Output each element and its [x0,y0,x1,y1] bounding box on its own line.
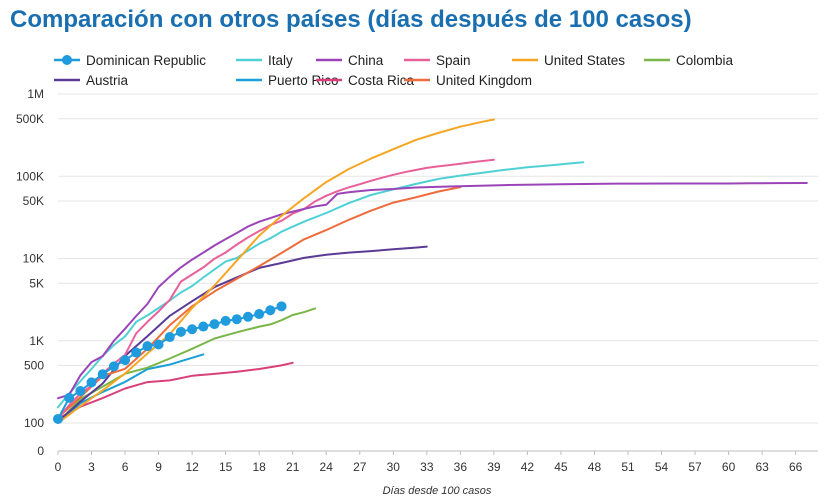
legend-item-spain[interactable]: Spain [404,53,471,68]
data-point [175,326,186,337]
x-tick-label: 6 [122,460,129,474]
data-point [265,305,276,316]
x-tick-label: 54 [655,460,669,474]
x-tick-label: 0 [55,460,62,474]
x-tick-label: 21 [286,460,300,474]
legend-item-china[interactable]: China [316,53,384,68]
data-point [75,385,86,396]
legend-label: Spain [436,53,471,68]
legend-item-united-kingdom[interactable]: United Kingdom [404,73,532,88]
legend-label: Dominican Republic [86,53,206,68]
series-line-colombia [57,307,317,424]
legend-label: United Kingdom [436,73,532,88]
y-tick-label: 5K [29,276,44,290]
data-point [243,311,253,322]
legend-label: Italy [268,53,293,68]
data-point [153,339,164,350]
data-point [187,324,198,335]
chart-title: Comparación con otros países (días despu… [10,6,692,33]
x-tick-label: 45 [554,460,568,474]
legend-item-colombia[interactable]: Colombia [644,53,734,68]
x-tick-label: 24 [320,460,334,474]
series-line-costa-rica [57,361,294,420]
legend-label: Austria [86,73,129,88]
legend-label: China [348,53,384,68]
x-tick-label: 48 [588,460,602,474]
x-axis-label: Días desde 100 casos [383,485,492,497]
x-tick-label: 15 [219,460,233,474]
x-tick-label: 63 [755,460,769,474]
series-line-china [57,182,808,400]
grid-lines [58,93,818,452]
x-tick-label: 12 [185,460,199,474]
data-point [64,392,75,403]
data-point [86,377,97,388]
y-tick-label: 500 [24,359,44,373]
data-point [209,319,220,330]
data-point [142,341,153,352]
legend-label: United States [544,53,625,68]
x-tick-label: 57 [688,460,702,474]
series-line-puerto-rico [57,353,205,424]
legend-item-puerto-rico[interactable]: Puerto Rico [236,73,339,88]
legend: Dominican Republic Italy China Spain United … [54,53,734,88]
y-axis: 0 100 500 1K 5K 10K 50K 100K 500K 1M [16,87,44,458]
x-tick-label: 18 [252,460,266,474]
x-tick-label: 42 [521,460,535,474]
series-line-austria [57,245,428,423]
x-tick-label: 3 [88,460,95,474]
x-tick-label: 66 [789,460,803,474]
y-tick-label: 100K [16,169,44,183]
series-line-united-kingdom [57,186,462,419]
x-tick-label: 60 [722,460,736,474]
data-point [164,332,175,343]
series-line-united-states [57,118,495,424]
legend-item-italy[interactable]: Italy [236,53,293,68]
series-line-spain [57,158,495,420]
x-tick-label: 51 [621,460,635,474]
series-group [53,118,808,424]
data-point [198,321,209,332]
legend-item-dominican-republic[interactable]: Dominican Republic [54,53,206,68]
data-point [120,355,131,366]
data-point [97,369,108,380]
data-point [220,315,231,326]
x-tick-label: 27 [353,460,367,474]
y-tick-label: 0 [37,444,44,458]
data-point [53,413,63,424]
x-tick-label: 33 [420,460,434,474]
legend-label: Colombia [676,53,734,68]
legend-item-austria[interactable]: Austria [54,73,129,88]
y-tick-label: 1K [29,334,44,348]
data-point [131,347,142,358]
y-tick-label: 1M [27,87,44,101]
legend-item-united-states[interactable]: United States [512,53,625,68]
y-tick-label: 50K [23,194,44,208]
data-point [276,301,287,312]
data-point [231,314,242,325]
y-tick-label: 10K [23,252,44,266]
data-point [254,309,265,320]
x-axis: 0 3 6 9 12 15 18 21 24 27 30 33 36 39 42 45 48 51 54 57 60 63… [55,451,803,474]
series-line-italy [57,161,585,409]
x-tick-label: 36 [454,460,468,474]
legend-label: Costa Rica [348,73,415,88]
x-tick-label: 30 [387,460,401,474]
legend-marker [62,55,72,65]
x-tick-label: 39 [487,460,501,474]
y-tick-label: 500K [16,112,44,126]
legend-item-costa-rica[interactable]: Costa Rica [316,73,415,88]
y-tick-label: 100 [24,416,44,430]
x-tick-label: 9 [155,460,162,474]
data-point [108,361,119,372]
legend-label: Puerto Rico [268,73,339,88]
